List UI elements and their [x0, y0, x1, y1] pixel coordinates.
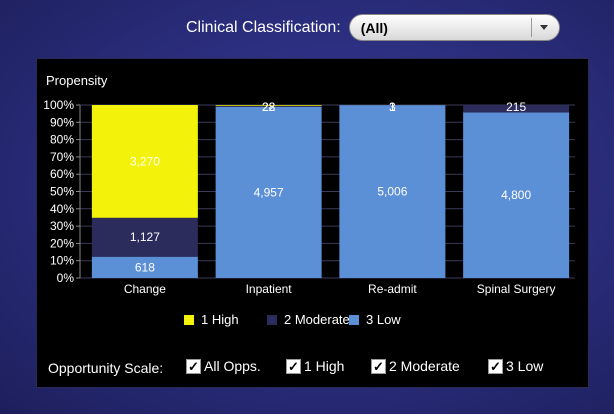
clinical-classification-filter: Clinical Classification: (All) [186, 14, 560, 41]
bar-segment [215, 106, 322, 278]
checkbox-low-box[interactable]: ✓ [488, 358, 503, 374]
legend-label-low: 3 Low [366, 312, 401, 327]
bar-segment [215, 105, 322, 106]
category-label: Spinal Surgery [477, 282, 556, 296]
bar-segment [215, 105, 322, 107]
checkbox-moderate-box[interactable]: ✓ [371, 358, 386, 374]
data-label: 5,006 [377, 185, 407, 199]
check-icon: ✓ [288, 358, 299, 374]
checkbox-high[interactable]: ✓ 1 High [286, 358, 344, 374]
bar-segment [463, 105, 570, 113]
bar-segment [339, 105, 446, 278]
dropdown-value: (All) [360, 19, 388, 36]
data-label: 3 [389, 100, 396, 114]
y-tick-label: 10% [50, 254, 74, 268]
data-label: 618 [135, 260, 155, 274]
clinical-classification-dropdown[interactable]: (All) [348, 14, 560, 41]
checkbox-low-label: 3 Low [506, 358, 544, 374]
data-label: 3,270 [130, 154, 160, 168]
check-icon: ✓ [490, 358, 501, 374]
y-tick-label: 60% [50, 167, 74, 181]
y-tick-label: 100% [43, 98, 74, 112]
checkbox-high-box[interactable]: ✓ [286, 358, 301, 374]
checkbox-low[interactable]: ✓ 3 Low [488, 358, 543, 374]
chevron-down-icon [539, 25, 548, 30]
category-label: Re-admit [368, 282, 417, 296]
checkbox-all-opps-label: All Opps. [204, 358, 261, 374]
legend-label-high: 1 High [201, 312, 239, 327]
check-icon: ✓ [373, 358, 384, 374]
bar-segment [91, 105, 198, 218]
legend-label-moderate: 2 Moderate [284, 312, 350, 327]
checkbox-moderate[interactable]: ✓ 2 Moderate [371, 358, 460, 374]
y-tick-label: 80% [50, 133, 74, 147]
category-label: Change [124, 282, 166, 296]
y-tick-label: 70% [50, 150, 74, 164]
opportunity-scale-label: Opportunity Scale: [48, 360, 164, 376]
legend-swatch-high [184, 314, 194, 325]
y-tick-label: 40% [50, 202, 74, 216]
data-label: 4,800 [501, 188, 531, 202]
y-tick-label: 50% [50, 185, 74, 199]
checkbox-moderate-label: 2 Moderate [389, 358, 460, 374]
y-tick-label: 90% [50, 115, 74, 129]
checkbox-high-label: 1 High [304, 358, 345, 374]
chart-panel: Propensity 0% 10% 20% 30% 40% 50% 60% 70% 80% 90% 1… [36, 58, 589, 388]
filter-label: Clinical Classification: [186, 18, 341, 36]
checkbox-all-opps-box[interactable]: ✓ [186, 358, 201, 374]
data-label: 215 [506, 100, 526, 114]
y-tick-label: 30% [50, 219, 74, 233]
y-tick-label: 0% [57, 271, 75, 285]
legend-swatch-moderate [267, 314, 277, 325]
data-label: 4,957 [254, 185, 284, 199]
legend-item-high: 1 High [184, 312, 239, 327]
bar-segment [91, 217, 198, 257]
legend-item-moderate: 2 Moderate [267, 312, 350, 327]
y-tick-label: 20% [50, 236, 74, 250]
data-label: 1 [389, 100, 396, 114]
dropdown-button[interactable] [530, 18, 556, 37]
propensity-chart: Propensity 0% 10% 20% 30% 40% 50% 60% 70% 80% 90% 1… [43, 73, 575, 296]
legend-item-low: 3 Low [349, 312, 401, 327]
checkbox-all-opps[interactable]: ✓ All Opps. [186, 358, 261, 374]
data-label: 22 [262, 100, 276, 114]
legend-swatch-low [349, 314, 359, 325]
bar-segment [91, 256, 198, 278]
check-icon: ✓ [188, 358, 199, 374]
data-label: 1,127 [130, 230, 160, 244]
bar-segment [463, 112, 570, 278]
y-axis-title: Propensity [46, 73, 108, 88]
data-label: 28 [262, 100, 276, 114]
category-label: Inpatient [246, 282, 293, 296]
